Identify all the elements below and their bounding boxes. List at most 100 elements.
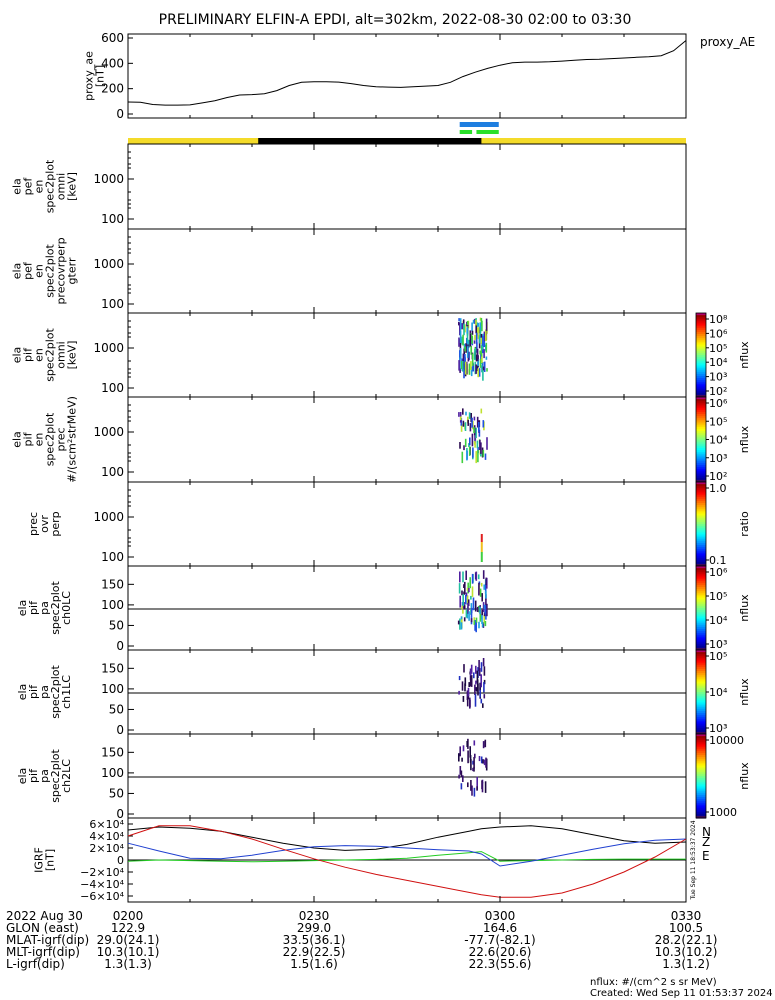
ch1lc-data-pixel	[476, 670, 479, 683]
ch2lc-data-pixel	[459, 746, 461, 757]
pif-prec-data-pixel	[475, 427, 477, 439]
ela_pif_en_spec2plot_omni-ylabel-line-5: [keV]	[66, 341, 79, 370]
ch0lc-data-pixel	[485, 590, 487, 599]
proxy-ae-legend: proxy_AE	[700, 35, 755, 49]
panel-ela_pif_pa_spec2plot_ch0LC-frame	[127, 565, 687, 651]
ch1lc-data-pixel	[458, 690, 460, 695]
pif-omni-data-pixel	[459, 330, 462, 343]
ela_pif_en_spec2plot_prec-colorbar-cell	[696, 465, 706, 468]
footer-glon-0200: 122.9	[110, 921, 146, 935]
pif-omni-data-pixel	[459, 357, 461, 370]
pif-omni-data-pixel	[469, 333, 472, 347]
ch2lc-data-pixel	[484, 781, 487, 793]
prec_ovr_perp-colorbar-cell	[696, 549, 706, 552]
ela_pif_pa_spec2plot_ch2LC-ytick-label: 100	[101, 766, 124, 780]
prec_ovr_perp-ylabel-line-1: ovr	[38, 515, 51, 533]
pif-prec-data-pixel	[476, 440, 479, 449]
ch2lc-data-pixel	[483, 759, 486, 766]
footer-mlat-0300: -77.7(-82.1)	[464, 933, 536, 947]
ela_pif_pa_spec2plot_ch2LC-colorbar-cell	[696, 805, 706, 809]
pif-omni-data-pixel	[475, 364, 477, 374]
ela_pif_en_spec2plot_prec-colorbar-cell	[696, 458, 706, 462]
ela_pif_pa_spec2plot_ch0LC-ylabel-line-4: ch0LC	[60, 591, 73, 625]
prec_ovr_perp-colorbar-cell	[696, 521, 706, 525]
ela_pif_en_spec2plot_prec-colorbar-cell	[696, 443, 706, 447]
ela_pif_pa_spec2plot_ch2LC-colorbar-cell	[696, 734, 706, 737]
pif-prec-data-pixel	[467, 419, 469, 426]
pif-omni-data-pixel	[464, 324, 466, 333]
ela_pif_pa_spec2plot_ch1LC-colorbar-label: 10⁴	[709, 686, 728, 699]
ch2lc-data-pixel	[472, 760, 474, 765]
ch1lc-data-pixel	[483, 682, 485, 693]
ela_pif_pa_spec2plot_ch2LC-colorbar-cell	[696, 757, 706, 760]
prec_ovr_perp-colorbar-cell	[696, 500, 706, 504]
pif-prec-data-pixel	[473, 416, 476, 421]
prec_ovr_perp-ytick-label: 100	[101, 550, 124, 564]
ela_pif_en_spec2plot_omni-colorbar-cell	[696, 369, 706, 373]
ch0lc-data-pixel	[461, 590, 463, 596]
ch0lc-data-pixel	[466, 587, 469, 591]
ela_pif_en_spec2plot_prec-colorbar-label: 10⁶	[709, 397, 728, 410]
ela_pif_pa_spec2plot_ch0LC-colorbar-cell	[696, 593, 706, 596]
ch0lc-data-pixel	[467, 599, 470, 606]
ch0lc-data-pixel	[472, 597, 475, 611]
proxy-ae-ytick-label: 0	[116, 107, 124, 121]
ela_pif_en_spec2plot_prec-colorbar-cell	[696, 469, 706, 472]
prec_ovr_perp-colorbar-cell	[696, 557, 706, 561]
igrf-ytick-label: 0	[117, 854, 124, 867]
ch1lc-data-pixel	[469, 675, 472, 687]
ch2lc-data-pixel	[461, 757, 463, 762]
panel-ela_pif_pa_spec2plot_ch1LC-xticks	[127, 650, 687, 734]
panel-ela_pef_en_spec2plot_omni-frame	[127, 143, 687, 230]
status-bars	[128, 122, 686, 144]
pif-prec-data-pixel	[469, 423, 472, 432]
ch0lc-data-pixel	[482, 602, 485, 613]
ela_pif_pa_spec2plot_ch1LC-colorbar-cell	[696, 698, 706, 701]
status-bar-4	[476, 130, 499, 134]
pif-omni-data-pixel	[463, 368, 465, 379]
pif-prec-data-pixel	[464, 422, 467, 431]
ela_pif_en_spec2plot_prec-ytick-label: 100	[101, 465, 124, 479]
ela_pif_pa_spec2plot_ch2LC-colorbar-cell	[696, 794, 706, 798]
ela_pif_pa_spec2plot_ch1LC-colorbar-cell	[696, 731, 706, 735]
ch1lc-data-pixel	[464, 683, 466, 692]
ela_pif_pa_spec2plot_ch2LC-colorbar-cell	[696, 778, 706, 781]
ch0lc-data-pixel	[462, 594, 464, 607]
prec_ovr_perp-colorbar-cell	[696, 542, 706, 546]
pif-omni-data-pixel	[470, 361, 472, 370]
ch0lc-data-pixel	[475, 622, 477, 633]
ela_pif_en_spec2plot_omni-colorbar-cell	[696, 346, 706, 350]
ela_pif_en_spec2plot_omni-colorbar-cell	[696, 315, 706, 318]
ch1lc-data-pixel	[483, 666, 486, 676]
ela_pif_en_spec2plot_omni-colorbar-cell	[696, 327, 706, 331]
ela_pif_en_spec2plot_prec-colorbar-cell	[696, 471, 706, 475]
pif-omni-data-pixel	[466, 327, 468, 334]
pif-omni-data-pixel	[477, 327, 479, 336]
ela_pif_en_spec2plot_omni-colorbar-cell	[696, 342, 706, 346]
igrf-ylabel-line-0: IGRF	[33, 847, 46, 873]
prec_ovr_perp-colorbar: 1.0 0.1 ratio	[695, 481, 751, 567]
ela_pif_pa_spec2plot_ch2LC-colorbar-cell	[696, 799, 706, 802]
ch1lc-data-pixel	[480, 674, 482, 688]
ch2lc-data-pixel	[482, 759, 484, 764]
ela_pif_pa_spec2plot_ch2LC-colorbar-cell	[696, 759, 706, 762]
ela_pif_pa_spec2plot_ch1LC-colorbar-cell	[696, 727, 706, 731]
panel-ela_pif_en_spec2plot_omni-frame	[127, 312, 687, 398]
ela_pif_pa_spec2plot_ch1LC-colorbar-cell	[696, 652, 706, 655]
status-bar-2	[459, 122, 499, 127]
igrf-ytick-label: 4×10⁴	[89, 830, 124, 843]
ela_pef_en_spec2plot_omni-ylabel-line-2: en	[33, 180, 46, 194]
ch1lc-data-pixel	[474, 684, 476, 695]
ch1lc-data-pixel	[466, 690, 469, 700]
pif-omni-data-pixel	[463, 343, 466, 349]
ela_pif_en_spec2plot_prec-colorbar-title: nflux	[738, 425, 751, 453]
prec_ovr_perp-colorbar-cell	[696, 482, 706, 485]
ela_pif_en_spec2plot_omni-colorbar-cell	[696, 390, 706, 394]
ela_pif_pa_spec2plot_ch1LC-colorbar-cell	[696, 729, 706, 733]
igrf-legend-N: N	[702, 825, 711, 839]
